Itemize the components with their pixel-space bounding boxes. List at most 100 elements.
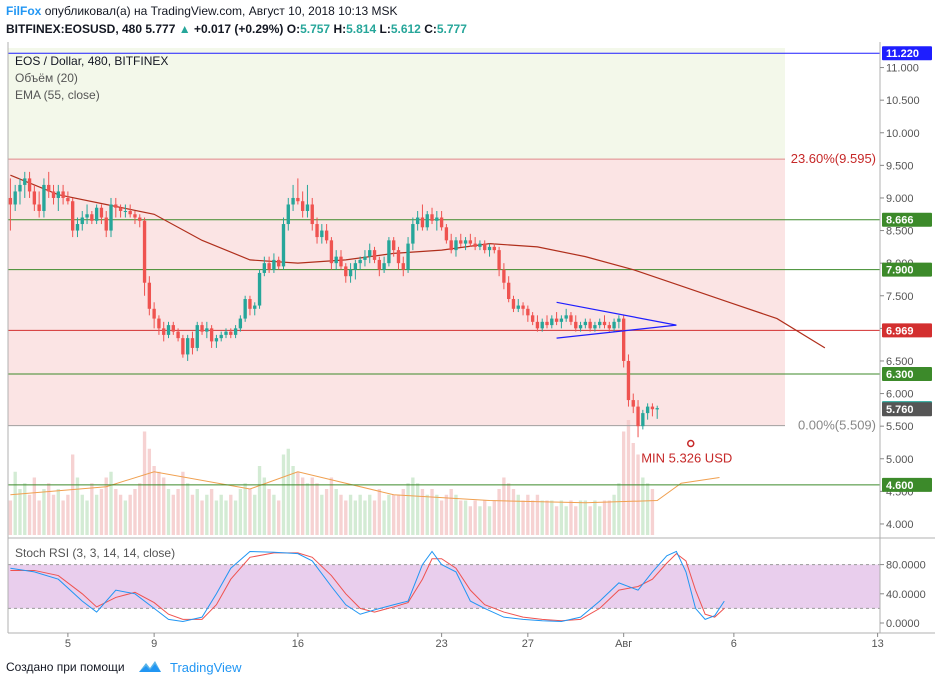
candle-body: [392, 240, 396, 251]
candle-body: [133, 214, 137, 218]
candle-body: [530, 315, 535, 322]
time-tick-label: 16: [292, 638, 304, 650]
price-tick-label: 10.500: [886, 95, 920, 107]
volume-bar: [631, 443, 635, 535]
volume-bar: [99, 489, 104, 535]
candle-body: [281, 224, 286, 267]
ohlc-line: BITFINEX:EOSUSD, 480 5.777 ▲ +0.017 (+0.…: [6, 22, 467, 36]
volume-bar: [262, 477, 267, 535]
time-tick-label: 27: [522, 638, 534, 650]
volume-bar: [377, 489, 381, 535]
candle-body: [435, 217, 439, 221]
price-tick-label: 5.500: [886, 421, 914, 433]
volume-bar: [396, 494, 401, 535]
volume-bar: [353, 500, 358, 535]
author-name[interactable]: FilFox: [6, 4, 42, 18]
volume-bar: [583, 500, 588, 535]
volume-bar: [411, 477, 415, 535]
tradingview-logo-icon[interactable]: [138, 658, 162, 676]
candle-body: [334, 256, 338, 264]
candle-body: [152, 308, 156, 319]
candle-body: [344, 266, 348, 277]
volume-bar: [32, 477, 37, 535]
volume-bar: [51, 494, 56, 535]
candle-body: [243, 299, 247, 319]
up-arrow-icon: ▲: [178, 22, 191, 36]
level-tag: [882, 212, 932, 227]
volume-bar: [363, 500, 367, 535]
volume-bar: [162, 477, 166, 535]
ema-legend: EMA (55, close): [15, 88, 100, 102]
candle-body: [411, 224, 415, 244]
volume-bar: [37, 500, 41, 535]
volume-bar: [430, 489, 434, 535]
volume-bar: [166, 489, 171, 535]
volume-bar: [526, 494, 530, 535]
candle-body: [300, 201, 305, 211]
volume-bar: [516, 494, 520, 535]
candle-body: [339, 256, 343, 267]
volume-bar: [272, 494, 276, 535]
candle-body: [66, 197, 70, 202]
volume-legend: Объём (20): [15, 71, 78, 85]
candle-body: [420, 217, 425, 228]
candle-body: [267, 263, 271, 270]
open-label: O:: [286, 22, 301, 36]
level-tag: [882, 46, 932, 61]
candle-body: [559, 318, 564, 322]
triangle-upper-line[interactable]: [556, 301, 677, 326]
volume-bar: [535, 494, 540, 535]
candle-body: [147, 282, 152, 309]
candle-body: [387, 240, 391, 264]
candle-body: [358, 259, 362, 264]
volume-bar: [224, 500, 228, 535]
volume-bar: [94, 494, 99, 535]
candle-body: [219, 334, 223, 339]
candle-body: [363, 256, 367, 260]
candle-body: [377, 259, 381, 270]
volume-bar: [315, 483, 319, 535]
tradingview-link[interactable]: TradingView: [170, 660, 242, 675]
volume-bar: [598, 506, 602, 535]
level-tag: [882, 262, 932, 277]
stoch-d-line: [10, 552, 725, 622]
volume-bar: [392, 494, 396, 535]
volume-bar: [56, 489, 60, 535]
volume-bar: [645, 483, 650, 535]
price-tick-label: 6.000: [886, 389, 914, 401]
volume-bar: [133, 489, 137, 535]
candle-body: [569, 315, 573, 322]
volume-bar: [195, 489, 199, 535]
volume-bar: [61, 500, 65, 535]
candle-body: [324, 230, 329, 241]
min-annotation: MIN 5.326 USD: [641, 451, 732, 466]
candle-body: [205, 328, 209, 332]
volume-bar: [123, 500, 128, 535]
candle-body: [109, 204, 113, 231]
volume-bar: [550, 500, 554, 535]
candle-body: [166, 325, 171, 335]
volume-bar: [439, 500, 444, 535]
volume-bar: [291, 466, 295, 535]
volume-bar: [296, 471, 300, 535]
volume-bar: [650, 489, 655, 535]
volume-bar: [18, 489, 22, 535]
candle-body: [588, 321, 592, 329]
candle-body: [449, 240, 453, 251]
volume-bar: [286, 448, 290, 535]
volume-bar: [564, 506, 568, 535]
candle-body: [516, 305, 520, 309]
volume-bar: [75, 477, 80, 535]
candle-body: [176, 331, 180, 339]
candle-body: [497, 250, 501, 270]
volume-bar: [348, 494, 353, 535]
candle-body: [233, 328, 238, 335]
volume-bar: [142, 431, 147, 535]
candle-body: [526, 308, 530, 316]
candle-body: [310, 204, 314, 225]
triangle-lower-line[interactable]: [556, 324, 677, 339]
volume-bar: [152, 466, 156, 535]
volume-bar: [157, 471, 161, 535]
stoch-tick-label: 0.0000: [886, 618, 920, 630]
